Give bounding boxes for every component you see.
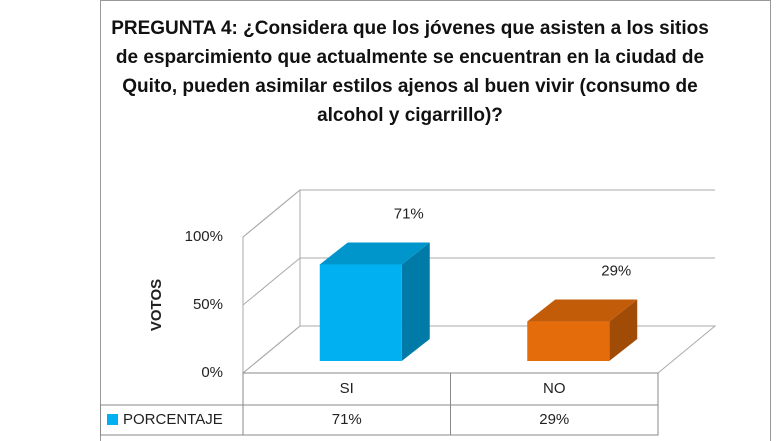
data-label: 29% [601, 263, 631, 280]
table-border [100, 404, 244, 436]
data-label: 71% [394, 205, 424, 222]
grid-line [242, 325, 715, 374]
table-value: 29% [539, 411, 569, 428]
bar [527, 321, 610, 361]
chart-border [100, 0, 771, 441]
y-axis-label: VOTOS [148, 279, 165, 331]
bar [319, 264, 402, 361]
x-tick-label: NO [543, 380, 566, 397]
bar-side [401, 242, 430, 361]
back-wall [242, 189, 715, 238]
y-tick-label: 0% [201, 364, 223, 381]
grid-line [242, 257, 715, 306]
y-tick-label: 100% [185, 228, 223, 245]
legend-label: PORCENTAJE [123, 411, 223, 428]
legend-swatch [107, 414, 118, 425]
floor [242, 325, 717, 374]
bar-top [319, 242, 430, 265]
chart-title: PREGUNTA 4: ¿Considera que los jóvenes q… [111, 18, 709, 126]
bar-side [609, 299, 638, 361]
grid-line [242, 189, 715, 238]
y-tick-label: 50% [193, 296, 223, 313]
table-value: 71% [332, 411, 362, 428]
x-tick-label: SI [340, 380, 354, 397]
bar-top [527, 299, 638, 322]
